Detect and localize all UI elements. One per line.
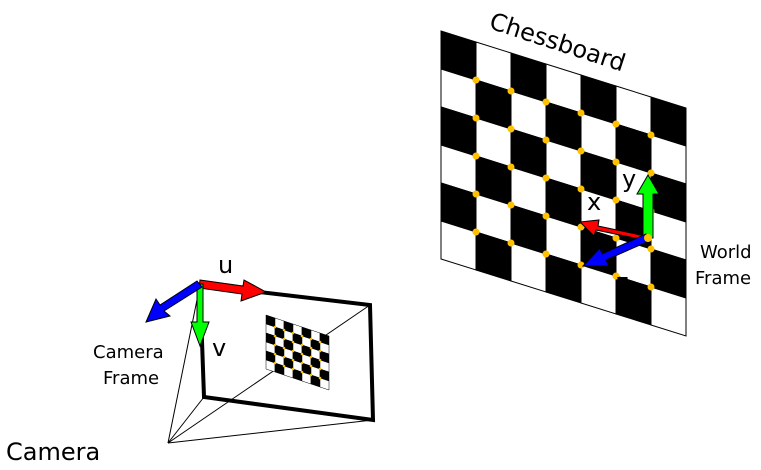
world-chessboard (440, 30, 687, 337)
image-corner-point-r3-c2 (282, 346, 286, 350)
image-corner-point-r4-c4 (300, 361, 304, 365)
corner-point-r1-c2 (507, 87, 515, 95)
axis-v-label: v (212, 334, 226, 362)
corner-point-r3-c4 (577, 185, 585, 193)
corner-point-r2-c3 (542, 136, 550, 144)
image-corner-point-r4-c5 (309, 364, 313, 368)
image-corner-point-r3-c3 (291, 349, 295, 353)
image-corner-point-r5-c4 (300, 370, 304, 374)
corner-point-r4-c3 (542, 212, 550, 220)
image-corner-point-r3-c4 (300, 352, 304, 356)
world-frame-axes (578, 174, 660, 267)
camera-label: Camera (6, 438, 100, 465)
image-corner-point-r2-c3 (291, 340, 295, 344)
image-plane (197, 282, 376, 423)
corner-point-r5-c4 (577, 261, 585, 269)
corner-point-r3-c3 (542, 174, 550, 182)
corner-point-r1-c3 (542, 98, 550, 106)
corner-point-r1-c4 (577, 109, 585, 117)
camera-frustum (167, 282, 376, 444)
camera-u-axis-arrow (198, 279, 268, 302)
frustum-ray-bottom-left (167, 396, 205, 444)
camera-v-axis-arrow (190, 283, 210, 348)
image-board-square-r5-c6 (319, 377, 330, 391)
axis-u-label: u (218, 251, 233, 279)
corner-point-r5-c3 (542, 250, 550, 258)
image-corner-point-r5-c6 (318, 376, 322, 380)
corner-point-r2-c4 (577, 147, 585, 155)
image-corner-point-r2-c4 (300, 343, 304, 347)
image-corner-point-r5-c2 (282, 364, 286, 368)
corner-point-r1-c1 (472, 76, 480, 84)
corner-point-r1-c5 (612, 120, 620, 128)
corner-point-r2-c1 (472, 114, 480, 122)
frustum-ray-top-right (167, 304, 371, 444)
corner-point-r3-c5 (612, 196, 620, 204)
image-corner-point-r1-c5 (309, 337, 313, 341)
camera-frame-label-line2: Frame (103, 368, 159, 389)
frustum-ray-top-left (167, 284, 201, 444)
corner-point-r2-c2 (507, 125, 515, 133)
corner-point-r5-c1 (472, 228, 480, 236)
image-corner-point-r1-c1 (273, 325, 277, 329)
image-corner-point-r5-c5 (309, 373, 313, 377)
image-corner-point-r3-c1 (273, 343, 277, 347)
corner-point-r1-c6 (647, 131, 655, 139)
image-corner-point-r3-c6 (318, 358, 322, 362)
corner-point-r3-c2 (507, 163, 515, 171)
world-origin (644, 234, 652, 242)
image-corner-point-r3-c5 (309, 355, 313, 359)
projected-chessboard (265, 314, 330, 391)
world-y-axis-arrow (636, 174, 660, 239)
image-corner-point-r1-c3 (291, 331, 295, 335)
corner-point-r5-c5 (612, 272, 620, 280)
axis-z-label: z (616, 268, 629, 296)
corner-point-r2-c5 (612, 158, 620, 166)
corner-point-r4-c2 (507, 201, 515, 209)
image-corner-point-r2-c1 (273, 334, 277, 338)
axis-x-label: x (587, 188, 601, 216)
image-corner-point-r5-c1 (273, 361, 277, 365)
axis-y-label: y (622, 165, 636, 193)
corner-point-r4-c5 (612, 234, 620, 242)
image-corner-point-r5-c3 (291, 367, 295, 371)
camera-frame-label-line1: Camera (93, 342, 164, 363)
image-corner-point-r4-c1 (273, 352, 277, 356)
image-corner-point-r1-c6 (318, 340, 322, 344)
corner-point-r5-c6 (647, 283, 655, 291)
image-corner-point-r2-c2 (282, 337, 286, 341)
image-corner-point-r4-c6 (318, 367, 322, 371)
world-z-axis-arrow (581, 233, 650, 267)
world-frame-label-line2: Frame (695, 268, 751, 289)
world-frame-label-line1: World (700, 242, 752, 263)
corner-point-r3-c1 (472, 152, 480, 160)
camera-z-axis-arrow (145, 280, 203, 323)
world-board-square-r5-c6 (650, 286, 687, 337)
corner-point-r2-c6 (647, 169, 655, 177)
corner-point-r4-c6 (647, 245, 655, 253)
image-corner-point-r2-c5 (309, 346, 313, 350)
image-corner-point-r1-c2 (282, 328, 286, 332)
camera-frame-axes (145, 279, 268, 348)
image-corner-point-r1-c4 (300, 334, 304, 338)
corner-point-r4-c1 (472, 190, 480, 198)
image-corner-point-r2-c6 (318, 349, 322, 353)
image-corner-point-r4-c3 (291, 358, 295, 362)
frustum-ray-bottom-right (167, 419, 374, 444)
image-corner-point-r4-c2 (282, 355, 286, 359)
corner-point-r5-c2 (507, 239, 515, 247)
